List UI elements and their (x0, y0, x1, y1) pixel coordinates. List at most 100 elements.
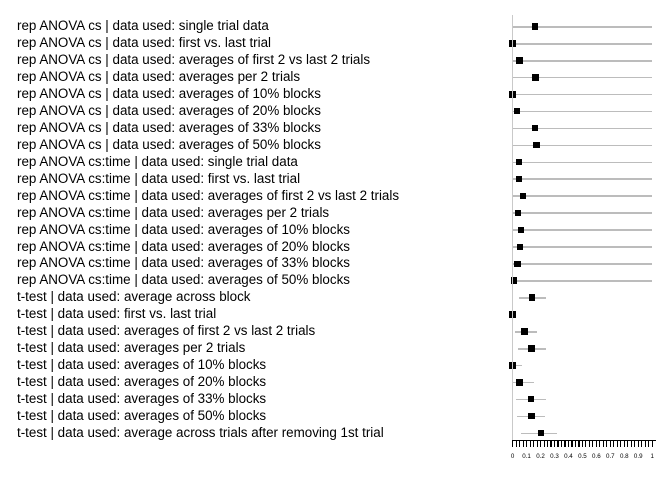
range-bar (512, 229, 653, 231)
point-marker (528, 294, 536, 301)
plot-row: rep ANOVA cs | data used: averages per 2… (0, 69, 672, 86)
x-minor-tick (522, 441, 524, 447)
range-bar (512, 93, 653, 96)
x-tick-label: 0.7 (606, 453, 615, 460)
x-minor-tick (613, 441, 615, 447)
point-marker (510, 277, 518, 284)
plot-row: t-test | data used: average across block (0, 289, 672, 306)
row-label: rep ANOVA cs | data used: averages of 50… (17, 136, 321, 152)
row-label: rep ANOVA cs:time | data used: averages … (17, 272, 350, 288)
row-plot-area (513, 323, 653, 340)
row-plot-area (512, 222, 653, 239)
x-minor-tick (641, 441, 643, 447)
x-minor-tick (550, 441, 552, 447)
x-minor-tick (620, 441, 622, 447)
plot-row: t-test | data used: average across trial… (0, 425, 672, 442)
range-bar (512, 381, 534, 384)
row-label: t-test | data used: first vs. last trial (17, 306, 217, 322)
x-minor-tick (536, 441, 538, 447)
plot-row: rep ANOVA cs | data used: averages of 50… (0, 137, 672, 154)
row-plot-area (509, 35, 653, 52)
range-bar (512, 195, 653, 198)
plot-row: t-test | data used: first vs. last trial (0, 306, 672, 323)
x-minor-tick (651, 441, 653, 447)
x-minor-tick (571, 441, 573, 447)
row-label: rep ANOVA cs:time | data used: first vs.… (17, 170, 301, 186)
x-minor-tick (599, 441, 601, 447)
point-marker (516, 57, 523, 64)
plot-row: rep ANOVA cs | data used: averages of fi… (0, 52, 672, 69)
point-marker (527, 396, 534, 403)
plot-row: t-test | data used: averages of 10% bloc… (0, 357, 672, 374)
x-minor-tick (567, 441, 570, 447)
row-plot-area (512, 171, 653, 188)
x-minor-tick (515, 441, 517, 447)
row-label: t-test | data used: averages of 20% bloc… (17, 374, 267, 390)
row-label: rep ANOVA cs:time | data used: averages … (17, 204, 330, 220)
range-bar (512, 212, 653, 214)
plot-row: rep ANOVA cs:time | data used: averages … (0, 205, 672, 222)
x-minor-tick (627, 441, 629, 447)
range-bar (512, 263, 653, 265)
x-minor-tick (648, 441, 650, 447)
x-minor-tick (606, 441, 608, 447)
x-minor-tick (519, 441, 521, 447)
x-minor-tick (578, 441, 580, 447)
row-label: rep ANOVA cs:time | data used: averages … (17, 221, 350, 237)
range-bar (512, 25, 653, 28)
row-label: rep ANOVA cs | data used: averages per 2… (17, 69, 301, 85)
x-minor-tick (560, 441, 563, 447)
point-marker (517, 243, 524, 250)
row-label: rep ANOVA cs | data used: single trial d… (17, 18, 269, 34)
row-plot-area (512, 18, 653, 35)
row-plot-area (512, 69, 653, 86)
x-minor-tick (623, 441, 625, 447)
point-marker (521, 328, 528, 335)
plot-row: rep ANOVA cs:time | data used: averages … (0, 188, 672, 205)
x-minor-tick (540, 441, 542, 447)
x-axis-line (512, 439, 657, 442)
point-marker (528, 345, 535, 352)
row-label: rep ANOVA cs | data used: averages of 20… (17, 103, 321, 118)
range-bar (512, 178, 653, 181)
row-label: rep ANOVA cs:time | data used: single tr… (17, 153, 298, 169)
x-minor-tick (533, 441, 535, 447)
x-minor-tick (616, 441, 618, 447)
row-label: t-test | data used: average across block (17, 289, 251, 305)
x-tick-label: 0.6 (592, 453, 601, 460)
row-plot-area (512, 205, 653, 222)
x-minor-tick (574, 441, 576, 447)
x-minor-tick (585, 441, 587, 447)
point-marker (514, 209, 522, 217)
x-minor-tick (630, 441, 632, 447)
range-bar (512, 246, 653, 248)
plot-row: rep ANOVA cs | data used: averages of 10… (0, 86, 672, 103)
row-label: t-test | data used: averages of first 2 … (17, 323, 316, 339)
plot-row: rep ANOVA cs:time | data used: single tr… (0, 154, 672, 171)
plot-row: t-test | data used: averages of first 2 … (0, 323, 672, 340)
row-plot-area (512, 188, 653, 205)
x-minor-tick (634, 441, 636, 447)
plot-row: rep ANOVA cs:time | data used: averages … (0, 272, 672, 289)
x-minor-tick (526, 441, 528, 447)
range-bar (512, 59, 653, 62)
row-plot-area (512, 52, 653, 69)
row-plot-area (513, 425, 653, 442)
point-marker (513, 108, 520, 115)
plot-row: t-test | data used: averages of 33% bloc… (0, 391, 672, 408)
plot-row: rep ANOVA cs | data used: averages of 20… (0, 103, 672, 120)
row-plot-area (513, 340, 653, 357)
point-marker (531, 125, 539, 132)
range-bar (512, 144, 653, 147)
row-plot-area (509, 86, 653, 103)
point-marker (538, 429, 545, 437)
plot-row: t-test | data used: averages per 2 trial… (0, 340, 672, 357)
range-bar (512, 110, 653, 113)
x-minor-tick (553, 441, 556, 447)
row-label: t-test | data used: averages of 50% bloc… (17, 407, 267, 423)
row-plot-area (513, 391, 653, 408)
x-tick-label: 0.4 (564, 453, 573, 460)
x-minor-tick (588, 441, 590, 447)
row-plot-area (510, 272, 653, 289)
range-bar (512, 280, 653, 282)
